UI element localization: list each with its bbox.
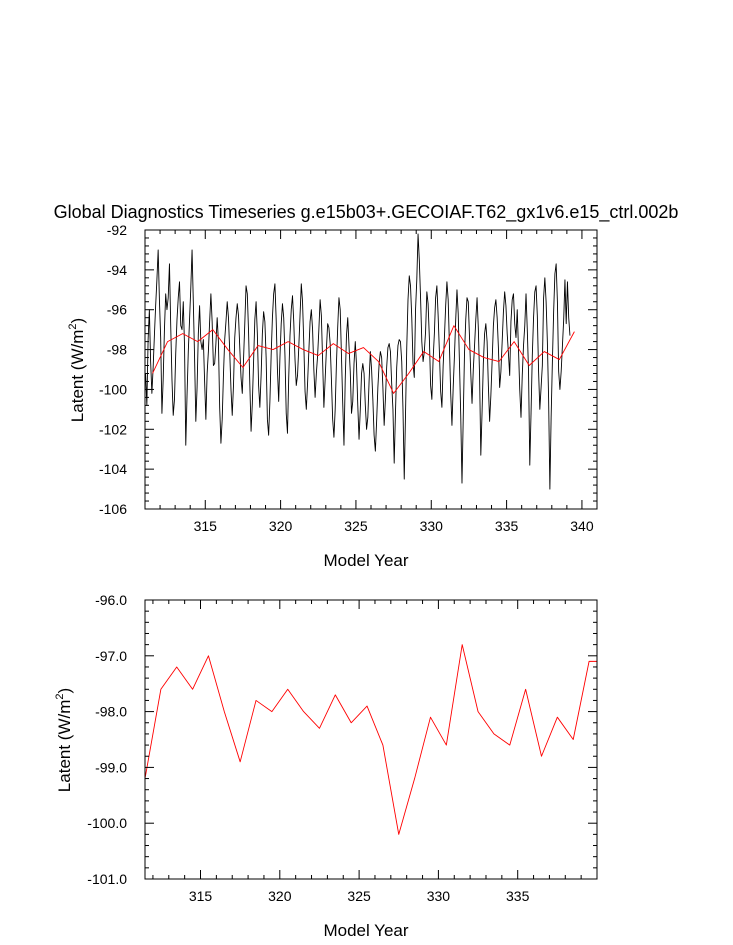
bottom-x-tick-label: 330 — [427, 888, 451, 904]
top-y-tick-label: -96 — [107, 302, 127, 318]
bottom-y-axis-title-main: Latent (W/m — [55, 700, 74, 793]
top-plot-lines — [145, 233, 575, 490]
bottom-plot-frame — [144, 599, 598, 880]
top-tick-labels: 315 320 325 330 335 340 -106 -104 -102 -100 -98 -96… — [99, 222, 594, 534]
top-x-tick-label: 315 — [194, 518, 218, 534]
top-x-tick-label: 325 — [344, 518, 368, 534]
top-y-axis-title-main: Latent (W/m — [68, 330, 87, 423]
top-series-monthly — [145, 233, 571, 490]
bottom-x-tick-label: 335 — [506, 888, 530, 904]
bottom-x-tick-label: 320 — [268, 888, 292, 904]
top-y-axis-title-sup: 2 — [67, 323, 79, 329]
bottom-y-tick-label: -97.0 — [95, 648, 127, 664]
bottom-series-annual — [144, 644, 597, 835]
bottom-y-axis-title-sup: 2 — [54, 693, 66, 699]
bottom-y-tick-label: -101.0 — [87, 871, 127, 887]
bottom-panel: 315 320 325 330 335 -101.0 -100.0 -99.0 -98.0 -97… — [54, 592, 598, 940]
top-x-tick-label: 320 — [269, 518, 293, 534]
bottom-y-tick-label: -100.0 — [87, 815, 127, 831]
top-y-tick-label: -94 — [107, 262, 127, 278]
bottom-y-tick-label: -96.0 — [95, 592, 127, 608]
top-series-annual — [152, 325, 575, 394]
bottom-ticks — [145, 599, 598, 880]
bottom-y-tick-label: -99.0 — [95, 759, 127, 775]
bottom-y-axis-title: Latent (W/m2) — [54, 688, 74, 792]
bottom-tick-labels: 315 320 325 330 335 -101.0 -100.0 -99.0 -98.0 -97… — [87, 592, 529, 904]
top-y-axis-title-close: ) — [68, 318, 87, 324]
bottom-x-axis-title: Model Year — [323, 921, 408, 940]
top-x-tick-label: 340 — [570, 518, 594, 534]
top-plot-frame — [144, 229, 598, 510]
chart-title: Global Diagnostics Timeseries g.e15b03+.… — [54, 202, 679, 223]
top-y-tick-label: -106 — [99, 501, 127, 517]
top-x-tick-label: 335 — [495, 518, 519, 534]
bottom-plot-lines — [144, 644, 597, 835]
top-y-tick-label: -92 — [107, 222, 127, 238]
top-y-tick-label: -98 — [107, 342, 127, 358]
top-ticks — [144, 229, 598, 510]
top-y-axis-title: Latent (W/m2) — [67, 318, 87, 422]
top-y-tick-label: -100 — [99, 381, 127, 397]
bottom-y-tick-label: -98.0 — [95, 704, 127, 720]
top-x-axis-title: Model Year — [323, 551, 408, 570]
top-x-tick-label: 330 — [420, 518, 444, 534]
bottom-x-tick-label: 325 — [347, 888, 371, 904]
top-y-tick-label: -104 — [99, 461, 127, 477]
bottom-y-axis-title-close: ) — [55, 688, 74, 694]
top-panel: 315 320 325 330 335 340 -106 -104 -102 -100 -98 -96… — [67, 222, 598, 570]
bottom-x-tick-label: 315 — [189, 888, 213, 904]
top-y-tick-label: -102 — [99, 421, 127, 437]
